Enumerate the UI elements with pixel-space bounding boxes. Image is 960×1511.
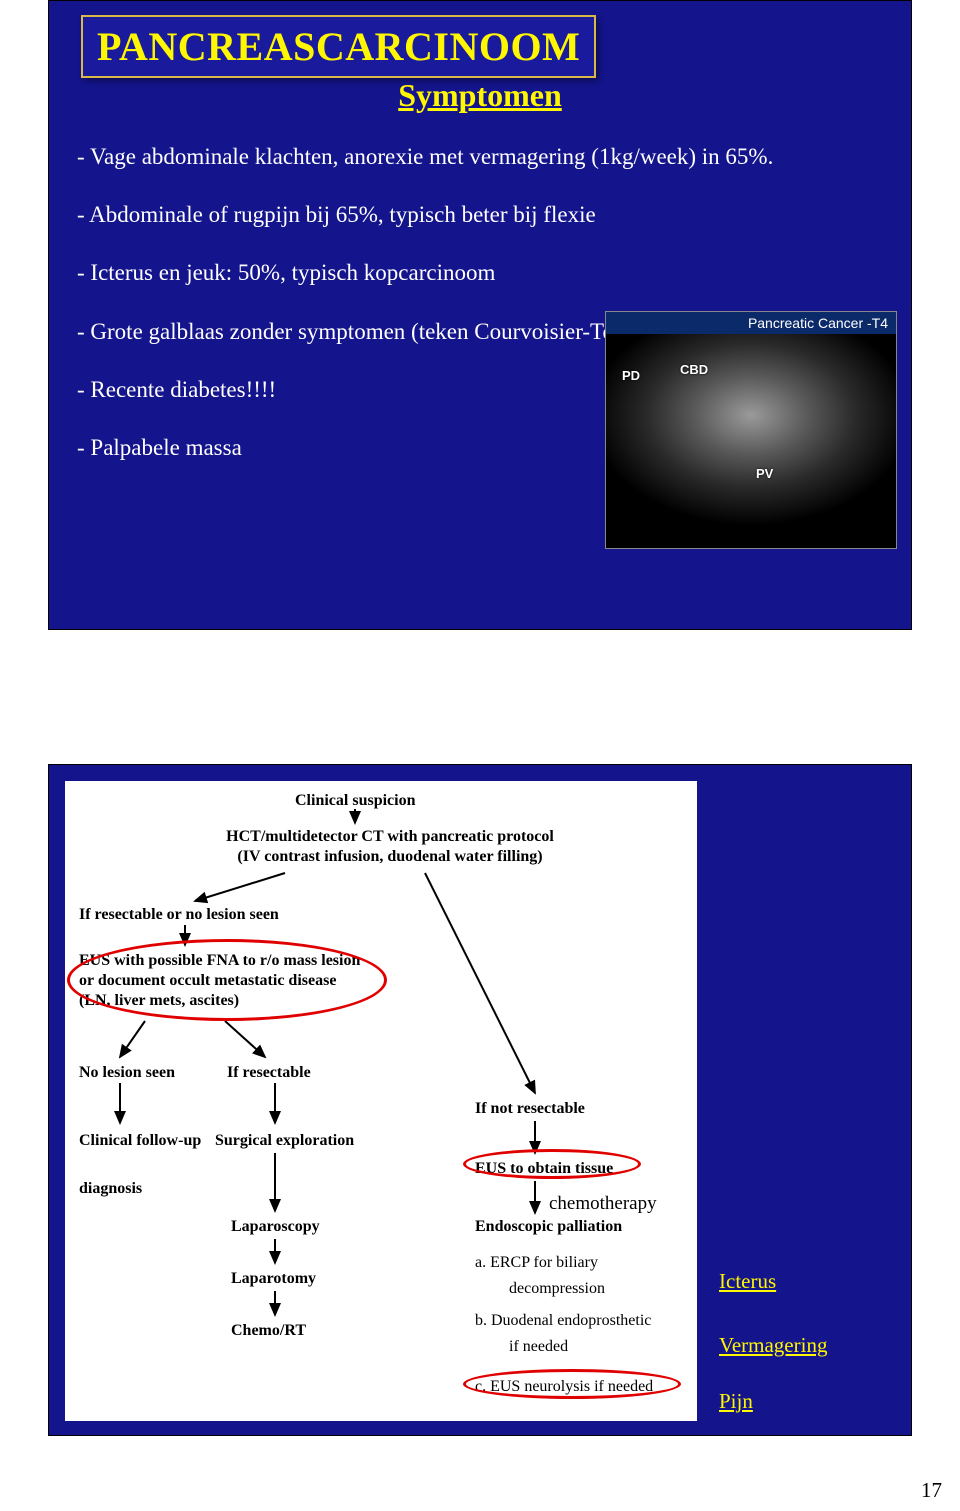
node-no-lesion: No lesion seen [79,1063,175,1083]
node-surgical-expl: Surgical exploration [215,1131,354,1151]
us-label-pd: PD [622,368,640,383]
red-circle-eus-tissue [463,1149,641,1179]
us-label-pv: PV [756,466,773,481]
side-icterus: Icterus [719,1269,776,1294]
node-hct: HCT/multidetector CT with pancreatic pro… [195,827,585,867]
node-if-resectable2: If resectable [227,1063,311,1083]
node-diagnosis: diagnosis [79,1179,142,1199]
node-clinical-followup: Clinical follow-up [79,1131,201,1151]
page-number: 17 [921,1478,942,1503]
node-a2: decompression [509,1279,605,1299]
node-chemo-rt: Chemo/RT [231,1321,306,1341]
label-chemotherapy: chemotherapy [549,1193,657,1215]
flowchart-panel: Clinical suspicion HCT/multidetector CT … [65,781,697,1421]
node-laparotomy: Laparotomy [231,1269,316,1289]
ultrasound-body: PD CBD PV [606,334,896,548]
bullet-item: - Icterus en jeuk: 50%, typisch kopcarci… [77,257,887,289]
us-label-cbd: CBD [680,362,708,377]
slide-subtitle: Symptomen [49,77,911,114]
red-circle-eus-fna [67,939,387,1021]
node-clinical-suspicion: Clinical suspicion [295,791,415,811]
side-vermagering: Vermagering [719,1333,827,1358]
node-endo-pall: Endoscopic palliation [475,1217,622,1237]
slide-symptomen: PANCREASCARCINOOM Symptomen - Vage abdom… [48,0,912,630]
node-if-resectable: If resectable or no lesion seen [79,905,279,925]
node-b: b. Duodenal endoprosthetic [475,1311,651,1331]
node-b2: if needed [509,1337,568,1357]
bullet-item: - Vage abdominale klachten, anorexie met… [77,141,887,173]
node-laparoscopy: Laparoscopy [231,1217,320,1237]
slide-title: PANCREASCARCINOOM [97,23,580,70]
title-box: PANCREASCARCINOOM [81,15,596,78]
node-if-not-resectable: If not resectable [475,1099,585,1119]
side-pijn: Pijn [719,1389,753,1414]
ultrasound-header: Pancreatic Cancer -T4 [606,312,896,334]
ultrasound-image: Pancreatic Cancer -T4 PD CBD PV [605,311,897,549]
node-a: a. ERCP for biliary [475,1253,598,1273]
slide-flowchart: Clinical suspicion HCT/multidetector CT … [48,764,912,1436]
red-circle-eus-neurolysis [463,1369,681,1399]
bullet-item: - Abdominale of rugpijn bij 65%, typisch… [77,199,887,231]
